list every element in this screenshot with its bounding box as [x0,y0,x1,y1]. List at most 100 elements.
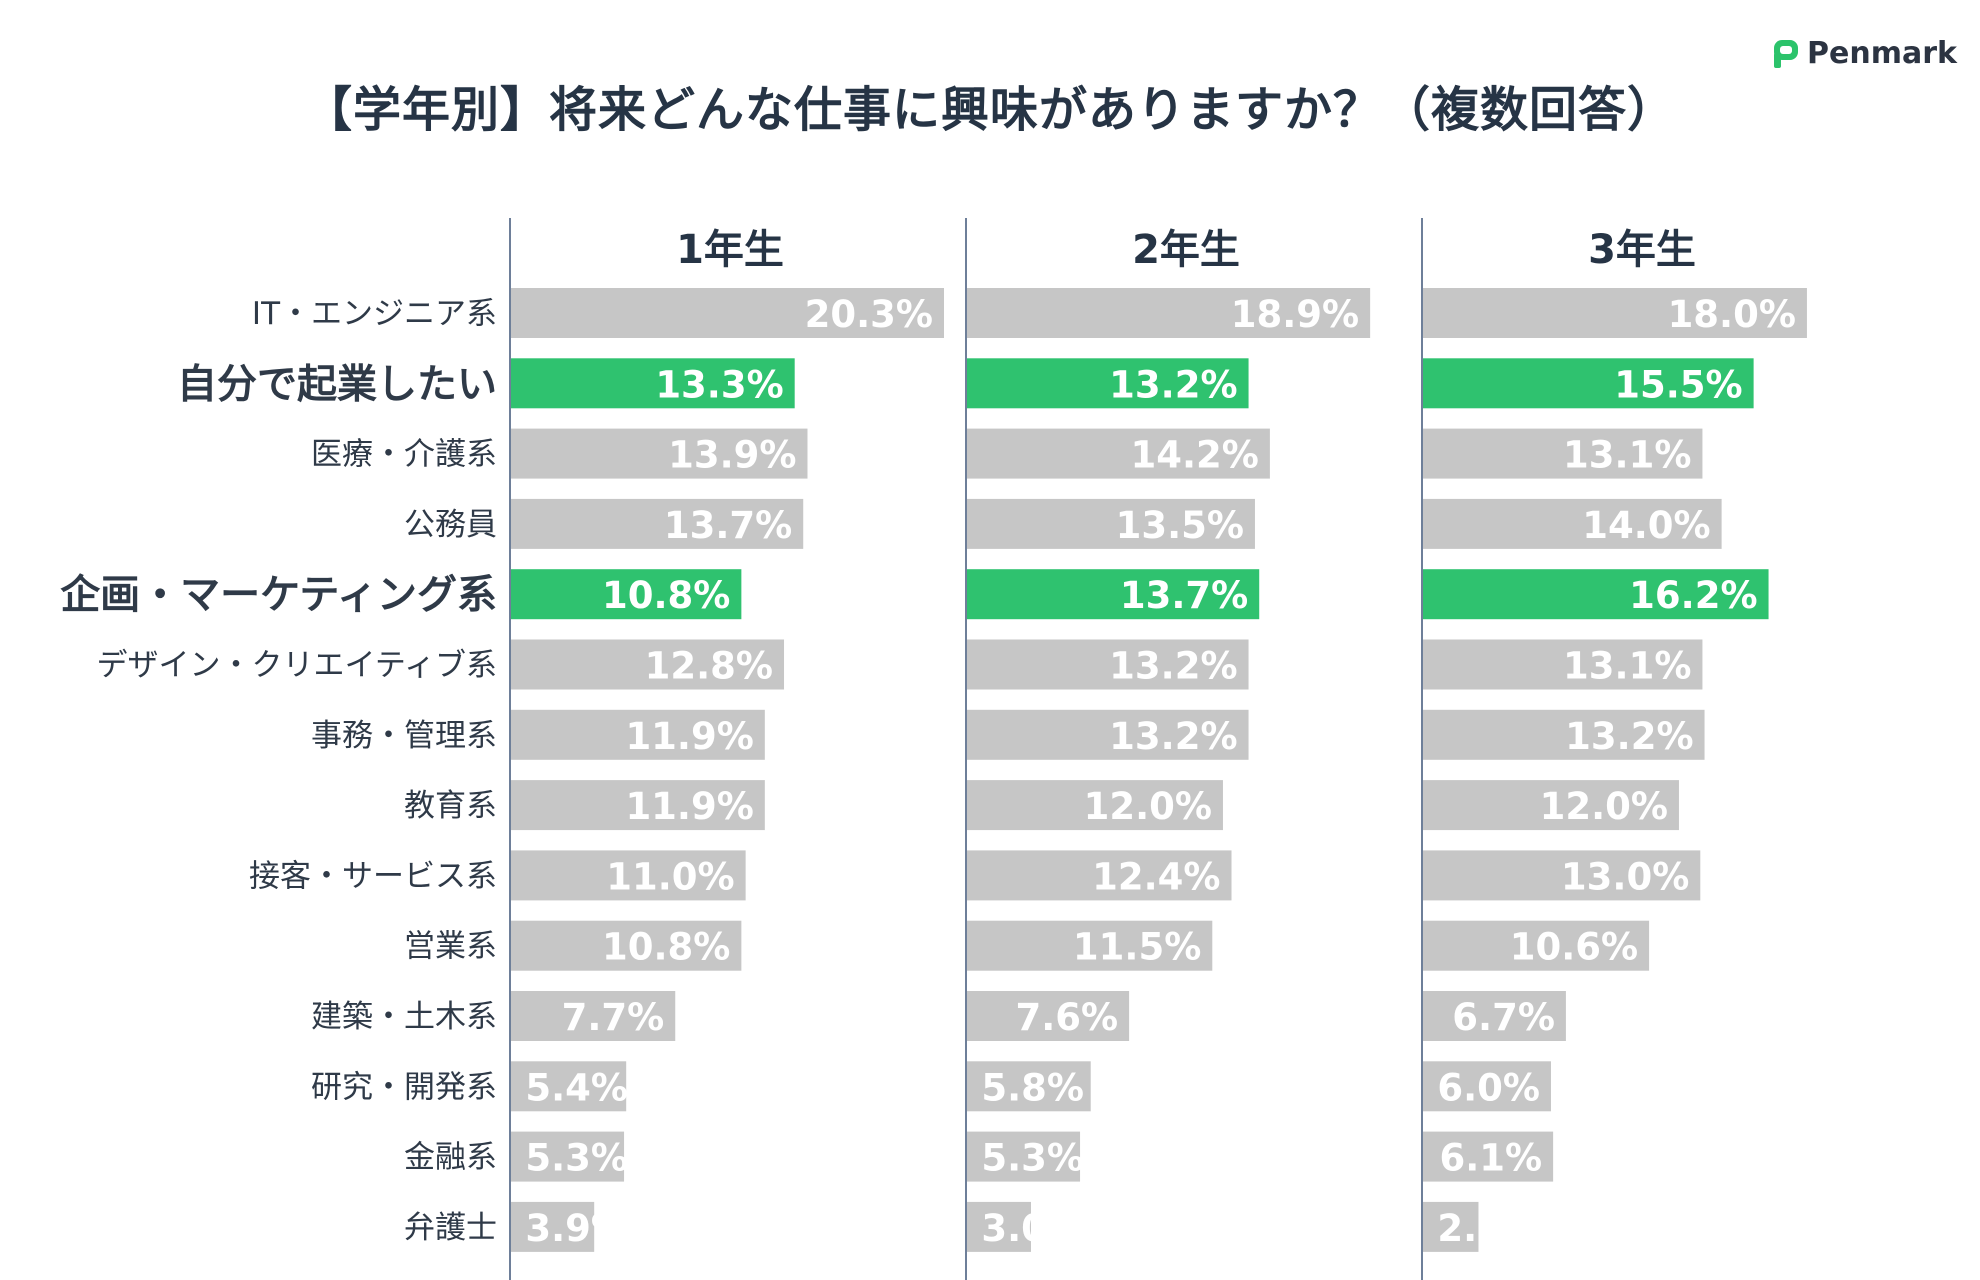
data-label: 13.2% [1109,645,1237,688]
data-label: 13.1% [1563,434,1691,477]
data-label: 13.7% [1120,574,1248,617]
data-label: 20.3% [805,293,933,336]
bar [967,358,1249,409]
category-label: 医療・介護系 [311,437,497,473]
bar [511,498,804,549]
bar [511,709,765,760]
bar [511,1131,625,1182]
data-label: 11.5% [1073,926,1201,969]
bar [511,850,746,901]
category-label: IT・エンジニア系 [252,296,497,332]
bar [1423,780,1679,831]
data-label: 12.4% [1092,855,1220,898]
bar [1423,288,1807,338]
category-label: 公務員 [404,507,497,543]
bar [1423,1061,1551,1112]
bar [511,920,742,971]
data-label: 11.0% [606,855,734,898]
series-header: 1年生 [676,227,784,273]
data-label: 13.2% [1565,715,1693,758]
category-label: 研究・開発系 [311,1069,497,1105]
bar [511,1061,627,1112]
bar [511,288,944,338]
data-label: 13.3% [655,363,783,406]
data-label: 13.2% [1109,363,1237,406]
category-label: 建築・土木系 [311,999,497,1035]
bar [511,358,795,409]
data-label: 18.0% [1668,293,1796,336]
bar [511,428,808,479]
category-label: 企画・マーケティング系 [60,572,497,618]
data-label: 13.7% [664,504,792,547]
bar [967,780,1223,831]
data-label: 3.0% [981,1207,1084,1250]
category-label: 接客・サービス系 [249,858,497,894]
bar [967,991,1130,1041]
data-label: 12.8% [645,645,773,688]
data-label: 5.3% [981,1137,1084,1180]
bar [511,1201,595,1252]
data-label: 13.1% [1563,645,1691,688]
bar [967,639,1249,690]
data-label: 7.6% [1015,996,1118,1039]
bar [967,850,1232,901]
chart-title: 【学年別】将来どんな仕事に興味がありますか？（複数回答） [303,82,1676,138]
category-label: デザイン・クリエイティブ系 [96,648,497,684]
data-label: 13.0% [1561,855,1689,898]
bar [967,498,1255,549]
bar [1423,920,1650,971]
data-label: 6.7% [1452,996,1555,1039]
bar [1423,1131,1554,1182]
data-label: 11.9% [625,785,753,828]
bar [967,709,1249,760]
bar [511,639,785,690]
bar [511,780,765,831]
bar [1423,639,1703,690]
data-label: 14.2% [1131,434,1259,477]
data-label: 14.0% [1582,504,1710,547]
data-label: 7.7% [562,996,665,1039]
series-header: 3年生 [1588,227,1696,273]
brand-logo: Penmark [1773,36,1957,71]
category-label: 弁護士 [404,1210,497,1246]
data-label: 6.0% [1437,1066,1540,1109]
data-label: 11.9% [625,715,753,758]
category-label: 事務・管理系 [311,718,497,754]
category-label: 営業系 [404,929,497,965]
data-label: 2.6% [1437,1207,1540,1250]
bar [1423,358,1754,409]
data-label: 10.6% [1510,926,1638,969]
data-label: 13.9% [668,434,796,477]
bar [1423,569,1769,620]
data-label: 18.9% [1231,293,1359,336]
data-label: 12.0% [1540,785,1668,828]
bar [967,1201,1031,1252]
category-label: 教育系 [404,788,497,824]
category-label: 金融系 [404,1140,497,1176]
data-label: 5.4% [525,1066,628,1109]
data-label: 6.1% [1439,1137,1542,1180]
data-label: 10.8% [602,926,730,969]
data-label: 13.2% [1109,715,1237,758]
bar [1423,428,1703,479]
bar [967,920,1213,971]
series-header: 2年生 [1132,227,1240,273]
data-label: 5.8% [981,1066,1084,1109]
bar [1423,709,1705,760]
data-label: 3.9% [525,1207,628,1250]
bar [967,569,1260,620]
bar [1423,991,1566,1041]
data-label: 15.5% [1614,363,1742,406]
data-label: 10.8% [602,574,730,617]
data-label: 12.0% [1084,785,1212,828]
category-label: 自分で起業したい [177,361,497,407]
bar [511,991,676,1041]
bar [967,428,1270,479]
bar [967,1131,1081,1182]
bar [967,1061,1091,1112]
bar [1423,498,1722,549]
bar [1423,1201,1479,1252]
bar [1423,850,1701,901]
bar [967,288,1371,338]
